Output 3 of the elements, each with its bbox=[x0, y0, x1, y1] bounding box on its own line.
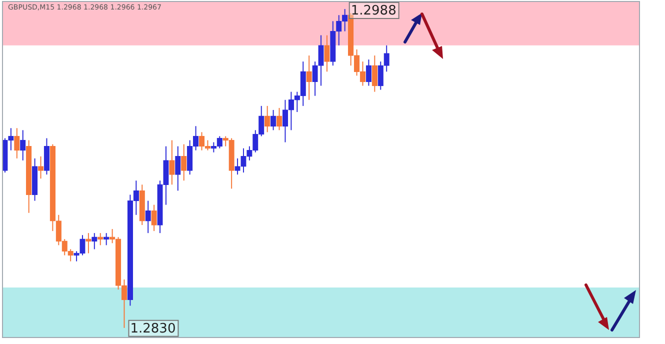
candlestick bbox=[234, 158, 240, 176]
annotation: 1.2830 bbox=[130, 321, 176, 336]
annotation: 1.2988 bbox=[350, 3, 396, 18]
